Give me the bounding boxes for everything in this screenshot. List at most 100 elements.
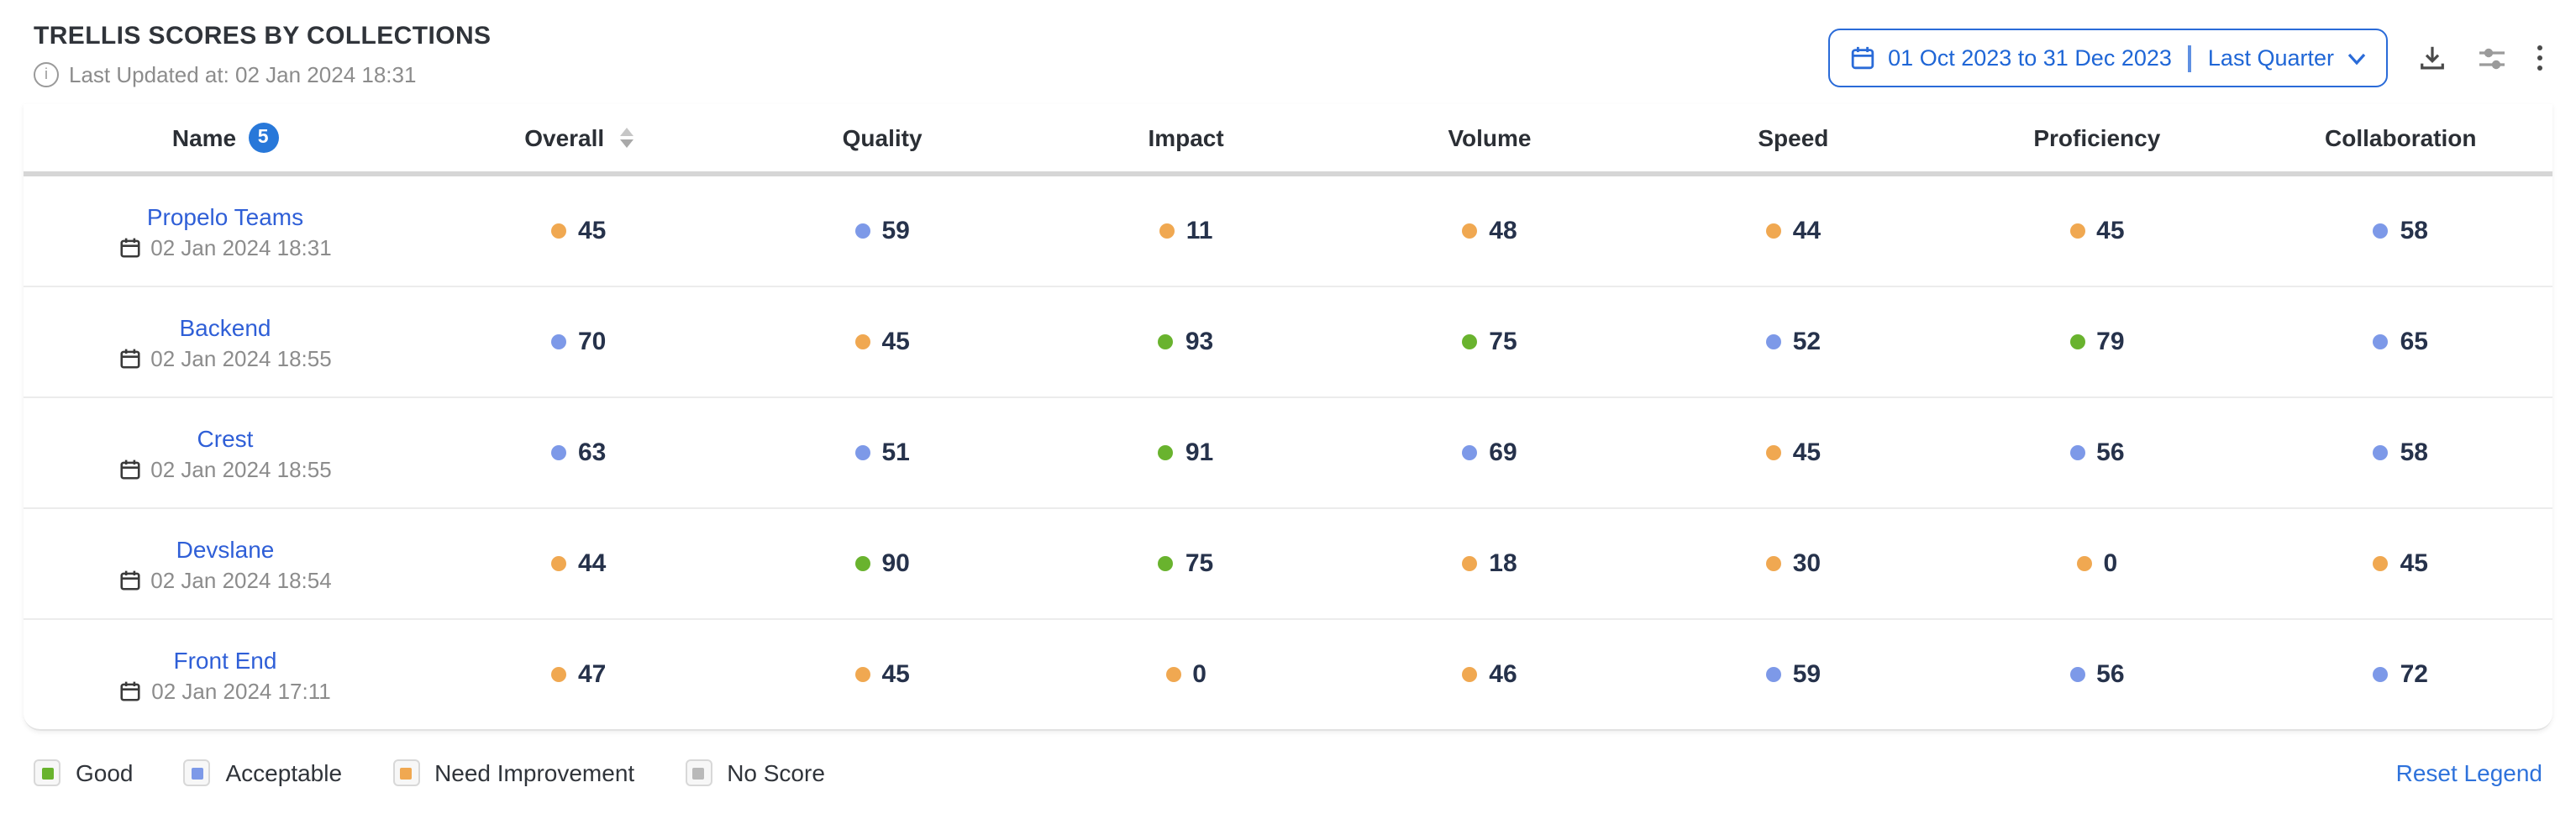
row-updated-text: 02 Jan 2024 18:31 [150,234,332,260]
score-value: 30 [1792,549,1822,578]
score-dot [2373,223,2389,239]
legend: Good Acceptable Need Improvement No Scor… [34,759,875,786]
header-controls: 01 Oct 2023 to 31 Dec 2023 Last Quarter [1827,29,2542,87]
score-cell: 52 [1642,328,1945,356]
legend-checkbox [685,759,712,786]
score-value: 48 [1489,217,1517,245]
collection-link[interactable]: Crest [197,424,254,451]
score-dot [1158,334,1174,349]
download-button[interactable] [2418,44,2447,72]
score-value: 58 [2400,217,2428,245]
date-range-picker-button[interactable]: 01 Oct 2023 to 31 Dec 2023 Last Quarter [1827,29,2388,87]
score-cell: 0 [1034,660,1338,689]
column-header-proficiency: Proficiency [1945,124,2248,151]
table-row: Crest 02 Jan 2024 18:55 63 51 91 69 [24,398,2552,509]
column-label: Collaboration [2325,124,2477,151]
score-dot [2373,445,2389,460]
score-cell: 93 [1034,328,1338,356]
calendar-icon [119,570,139,590]
score-value: 0 [2103,549,2118,578]
row-updated: 02 Jan 2024 17:11 [119,678,331,703]
column-header-speed: Speed [1642,124,1945,151]
chevron-down-icon [2347,52,2366,65]
info-icon[interactable]: i [34,62,59,87]
score-value: 46 [1489,660,1517,689]
table-row: Propelo Teams 02 Jan 2024 18:31 45 59 11… [24,176,2552,287]
score-cell: 45 [427,217,730,245]
score-dot [1462,445,1478,460]
row-updated: 02 Jan 2024 18:55 [118,456,332,481]
sort-icon[interactable] [619,128,633,148]
calendar-icon [120,680,140,701]
legend-checkbox [34,759,60,786]
legend-item[interactable]: Need Improvement [392,759,634,786]
score-dot [2069,223,2085,239]
score-dot [551,667,566,682]
collection-link[interactable]: Backend [179,313,271,340]
score-dot [1765,667,1781,682]
score-dot [2373,334,2389,349]
score-dot [1158,556,1174,571]
score-dot [854,667,870,682]
legend-item[interactable]: Acceptable [183,759,342,786]
score-cell: 56 [1945,660,2248,689]
score-dot [2069,667,2085,682]
column-label: Speed [1758,124,1829,151]
name-cell: Crest 02 Jan 2024 18:55 [24,424,427,481]
column-header-quality: Quality [730,124,1033,151]
settings-sliders-button[interactable] [2477,43,2507,73]
score-dot [1462,667,1478,682]
name-cell: Front End 02 Jan 2024 17:11 [24,646,427,703]
score-value: 11 [1185,217,1213,245]
score-value: 52 [1792,328,1822,356]
score-cell: 56 [1945,438,2248,467]
column-header-name: Name 5 [24,123,427,153]
kebab-menu-button[interactable] [2537,45,2542,71]
score-cell: 45 [1642,438,1945,467]
legend-label: No Score [727,759,825,786]
widget-header: TRELLIS SCORES BY COLLECTIONS i Last Upd… [0,0,2576,94]
score-dot [1765,334,1781,349]
legend-item[interactable]: Good [34,759,134,786]
row-updated-text: 02 Jan 2024 18:55 [150,456,332,481]
legend-item[interactable]: No Score [685,759,825,786]
legend-color-square [41,767,53,779]
score-value: 56 [2096,438,2125,467]
score-cell: 75 [1338,328,1641,356]
score-cell: 45 [2249,549,2552,578]
collection-link[interactable]: Front End [173,646,277,673]
score-cell: 58 [2249,217,2552,245]
score-value: 65 [2400,328,2428,356]
score-cell: 18 [1338,549,1641,578]
legend-checkbox [183,759,211,786]
table-row: Front End 02 Jan 2024 17:11 47 45 0 46 [24,620,2552,729]
score-cell: 69 [1338,438,1641,467]
reset-legend-link[interactable]: Reset Legend [2395,759,2542,786]
score-dot [2373,556,2389,571]
row-updated-text: 02 Jan 2024 18:55 [150,345,332,370]
scores-table: Name 5 Overall Quality Impact Volume Spe… [24,104,2552,731]
column-label: Volume [1448,124,1532,151]
collection-link[interactable]: Propelo Teams [146,202,304,229]
legend-footer: Good Acceptable Need Improvement No Scor… [0,731,2576,786]
column-header-volume: Volume [1338,124,1641,151]
collection-link[interactable]: Devslane [176,535,275,562]
kebab-dot [2537,45,2542,50]
column-header-overall[interactable]: Overall [427,124,730,151]
score-dot [551,445,566,460]
score-cell: 65 [2249,328,2552,356]
score-value: 47 [578,660,607,689]
score-value: 58 [2400,438,2428,467]
download-icon [2421,46,2444,70]
column-label: Impact [1148,124,1224,151]
name-cell: Devslane 02 Jan 2024 18:54 [24,535,427,592]
calendar-icon [119,237,139,257]
score-value: 45 [1792,438,1822,467]
name-cell: Backend 02 Jan 2024 18:55 [24,313,427,370]
score-dot [2076,556,2092,571]
score-dot [1462,223,1478,239]
date-preset-text: Last Quarter [2207,45,2334,71]
score-cell: 75 [1034,549,1338,578]
score-value: 93 [1185,328,1214,356]
score-dot [1165,667,1181,682]
